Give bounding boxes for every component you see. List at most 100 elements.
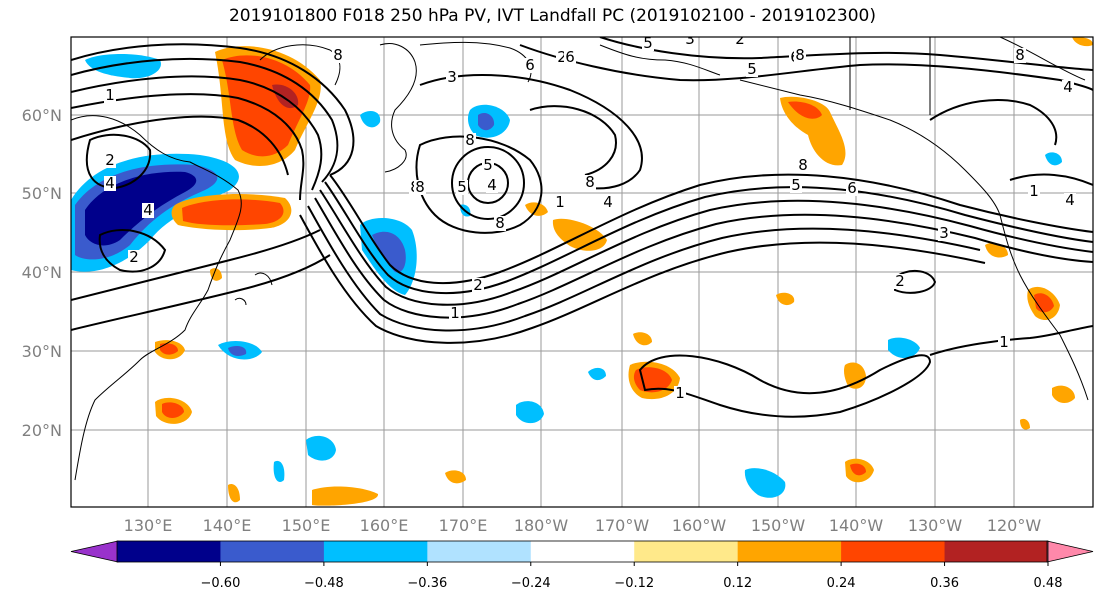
lon-tick-label: 140°E [203,516,252,535]
lat-tick-label: 30°N [22,342,62,361]
contour-label-bg [142,203,154,218]
colorbar: −0.60 −0.48 −0.36 −0.24 −0.12 0.12 0.24 0.36 0.4… [70,540,1094,591]
colorbar-segment [841,541,946,562]
contour-label-bg [894,274,906,289]
contour-label: 5 [747,60,757,78]
contour-label-bg [464,133,476,148]
positive-anomaly-patch [312,486,379,506]
coastlines [71,37,1089,481]
colorbar-extend-low [70,540,119,563]
contour-label: 1 [999,333,1009,351]
contour-label: 8 [465,131,475,149]
contour-label: 4 [143,201,153,219]
contour-label: 5 [791,176,801,194]
lon-tick-label: 180°W [514,516,569,535]
colorbar-extend-high [1046,540,1094,563]
contour-label-bg [938,226,950,241]
colorbar-segment [634,541,739,562]
lat-tick-label: 50°N [22,184,62,203]
contour-label: 5 [483,156,493,174]
negative-anomaly-patch [588,367,606,381]
negative-anomaly-patch [888,337,920,359]
contour-label: 1 [1029,182,1039,200]
contour-label-bg [494,216,506,231]
contour-label-bg [642,37,654,51]
contour-label-bg [1064,193,1076,208]
contour-label: 3 [939,224,949,242]
graticule [71,37,1093,507]
positive-anomaly-patch [228,483,240,503]
lon-tick-label: 120°W [987,516,1042,535]
negative-anomaly-patch [1045,152,1062,166]
contour-label-bg [524,58,536,73]
contour-label: 2 [557,48,567,66]
contour-label: 1 [555,193,565,211]
contour-label-bg [564,50,576,65]
lon-tick-label: 150°E [282,516,331,535]
positive-anomaly-patch [788,101,822,119]
lon-tick-label: 160°W [672,516,727,535]
colorbar-tick-label: −0.12 [614,576,654,591]
positive-anomaly-patch [1034,293,1054,313]
contour-label: 5 [457,178,467,196]
contour-label: 8 [798,156,808,174]
contour-label: 4 [487,176,497,194]
positive-anomaly-patch [1052,385,1075,404]
lat-tick-label: 20°N [22,421,62,440]
contour-label: 8 [585,173,595,191]
contour-label: 1 [675,384,685,402]
positive-anomaly-patch [160,343,178,355]
negative-anomaly-patch [372,231,406,273]
contour-label-bg [602,195,614,210]
positive-anomaly-patch [633,332,652,346]
contour-label-bg [104,88,116,103]
contour-label: 2 [129,248,139,266]
contour-label: 4 [105,174,115,192]
contour-label-bg [846,181,858,196]
contour-lines [71,37,1093,418]
colorbar-tick-label: 0.48 [1034,576,1063,591]
contour-label: 2 [473,276,483,294]
lon-tick-label: 140°W [829,516,884,535]
negative-anomaly-patch [228,346,247,356]
contour-label: 1 [105,86,115,104]
negative-anomaly-patch [360,110,381,128]
contour-label-bg [794,48,806,63]
contour-label: 2 [735,30,745,48]
contour-label: 4 [1065,191,1075,209]
positive-anomaly-patch [776,292,795,306]
positive-anomaly-patch [850,463,866,476]
contour-label: 6 [525,56,535,74]
colorbar-tick-label: 0.24 [827,576,856,591]
contour-label-bg [746,62,758,77]
positive-anomaly-patch [1020,418,1030,430]
contour-label: 4 [603,193,613,211]
positive-anomaly-patch [780,96,846,166]
lon-tick-label: 170°E [439,516,488,535]
contour-label: 2 [105,151,115,169]
contour-label-bg [734,37,746,47]
contour-label-bg [104,176,116,191]
contour-label: 8 [495,214,505,232]
negative-anomaly-patch [744,468,786,498]
contour-label-layer: 124885432856381248563211124581284865468 [104,30,1076,402]
contour-label: 6 [565,48,575,66]
colorbar-tick-label: −0.24 [511,576,551,591]
negative-anomaly-patch [306,435,336,461]
lon-tick-label: 150°W [751,516,806,535]
lon-tick-label: 130°W [908,516,963,535]
colorbar-tick-label: 0.36 [930,576,959,591]
contour-label-bg [998,335,1010,350]
positive-anomaly-patch [162,402,184,418]
colorbar-segment [737,541,842,562]
contour-label: 6 [847,179,857,197]
colorbar-segment [530,541,635,562]
contour-label: 8 [795,46,805,64]
colorbar-segment [944,541,1049,562]
lon-tick-label: 170°W [595,516,650,535]
colorbar-tick-label: −0.36 [407,576,447,591]
contour-label-bg [1028,184,1040,199]
negative-anomaly-patch [273,460,285,482]
contour-label: 8 [333,46,343,64]
